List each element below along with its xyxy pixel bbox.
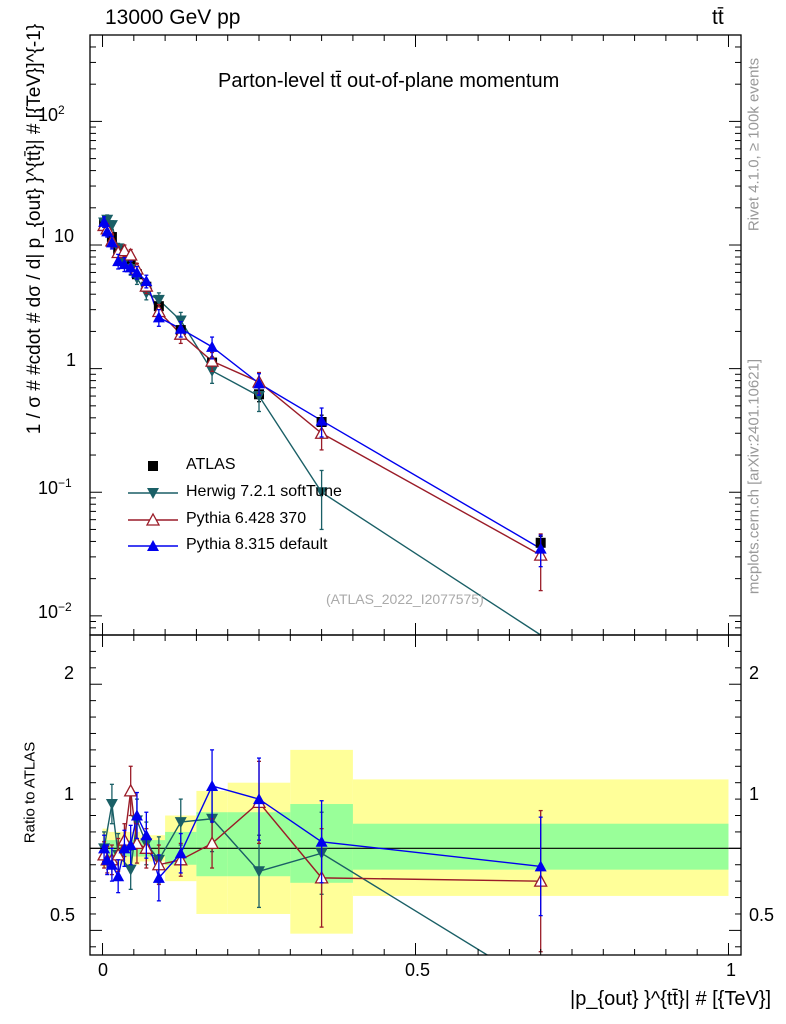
- main-point-pythia: [98, 215, 111, 227]
- axis-ticks: [90, 34, 741, 955]
- legend-marker-herwig: [147, 488, 159, 499]
- ratio-y-axis-title: Ratio to ATLAS: [21, 741, 39, 844]
- ratio-uncertainty-bands: [90, 749, 741, 934]
- main-title: Parton-level tt̄ out-of-plane momentum: [218, 70, 560, 92]
- main-y-tick-label: 102: [38, 103, 65, 125]
- main-point-herwig: [253, 391, 266, 403]
- x-tick-label: 0.5: [405, 960, 431, 980]
- energy-label: 13000 GeV pp: [105, 6, 241, 29]
- main-line-pythia: [103, 224, 542, 556]
- mcplots-label: mcplots.cern.ch [arXiv:2401.10621]: [745, 358, 763, 595]
- main-point-pythia: [152, 311, 165, 323]
- main-y-tick-label: 1: [66, 350, 77, 370]
- main-y-axis-title: 1 / σ # #cdot # dσ / d| p_{out} }^{tt̄}|…: [24, 23, 45, 435]
- ratio-y-tick-label: 1: [64, 784, 75, 804]
- ratio-y-tick-label: 2: [64, 663, 75, 683]
- legend-marker-pythia: [145, 512, 161, 526]
- ratio-point-pythia: [253, 793, 266, 805]
- data-marks: [96, 214, 548, 953]
- x-tick-label: 0: [98, 960, 109, 980]
- main-point-pythia: [124, 261, 137, 273]
- main-y-tick-label: 10: [54, 226, 75, 246]
- main-point-pythia: [315, 414, 328, 426]
- rivet-version-label: Rivet 4.1.0, ≥ 100k events: [745, 57, 763, 232]
- ratio-point-pythia: [206, 779, 219, 791]
- legend-label-atlas: ATLAS: [186, 456, 236, 473]
- ratio-y-tick-label-right: 0.5: [749, 905, 775, 925]
- main-point-pythia: [206, 340, 219, 352]
- main-point-pythia: [140, 275, 153, 287]
- ratio-point-pythia: [204, 836, 220, 850]
- main-point-pythia: [123, 247, 138, 261]
- main-point-pythia: [118, 258, 131, 270]
- ratio-y-tick-label-right: 1: [749, 784, 760, 804]
- main-point-pythia: [130, 266, 143, 278]
- watermark: (ATLAS_2022_I2077575): [326, 591, 484, 607]
- legend-label-pythia8: Pythia 8.315 default: [186, 536, 328, 553]
- ratio-point-herwig: [124, 864, 137, 876]
- ratio-point-herwig: [174, 817, 187, 829]
- ratio-point-pythia: [124, 839, 137, 851]
- main-point-herwig: [152, 294, 165, 306]
- main-y-tick-label: 10−2: [38, 600, 72, 622]
- ratio-point-pythia: [118, 842, 131, 854]
- ratio-point-pythia: [534, 860, 547, 872]
- main-point-pythia: [112, 255, 125, 267]
- legend-marker-atlas: [148, 461, 158, 471]
- ratio-point-pythia: [105, 858, 118, 870]
- ratio-point-pythia: [315, 835, 328, 847]
- main-point-pythia: [117, 243, 132, 257]
- ratio-point-herwig: [105, 799, 118, 811]
- ratio-point-pythia: [112, 870, 125, 882]
- ratio-point-pythia: [130, 809, 143, 821]
- main-point-pythia: [174, 322, 187, 334]
- legend-marker-pythia: [147, 540, 159, 551]
- ratio-y-tick-label-right: 2: [749, 663, 760, 683]
- main-point-pythia: [101, 225, 114, 237]
- main-point-pythia: [253, 377, 266, 389]
- x-tick-label: 1: [726, 960, 737, 980]
- ratio-y-tick-label: 0.5: [50, 905, 76, 925]
- legend-label-pythia6: Pythia 6.428 370: [186, 510, 307, 527]
- main-y-tick-label: 10−1: [38, 476, 72, 498]
- ratio-point-pythia: [140, 829, 153, 841]
- x-axis-title: |p_{out} }^{tt̄}| # [{TeV}]: [570, 988, 772, 1010]
- main-point-herwig: [105, 220, 118, 232]
- legend-label-herwig: Herwig 7.2.1 softTune: [186, 483, 342, 500]
- ratio-point-herwig: [253, 866, 266, 878]
- ratio-point-pythia: [123, 783, 138, 797]
- process-label: tt̄: [712, 6, 724, 29]
- main-point-pythia: [105, 236, 118, 248]
- ratio-point-pythia: [174, 847, 187, 859]
- main-point-pythia: [204, 353, 220, 367]
- ratio-line-herwig: [103, 803, 489, 955]
- ratio-point-pythia: [152, 871, 165, 883]
- main-point-pythia: [534, 542, 547, 554]
- legend: [128, 461, 178, 551]
- main-point-herwig: [315, 487, 328, 499]
